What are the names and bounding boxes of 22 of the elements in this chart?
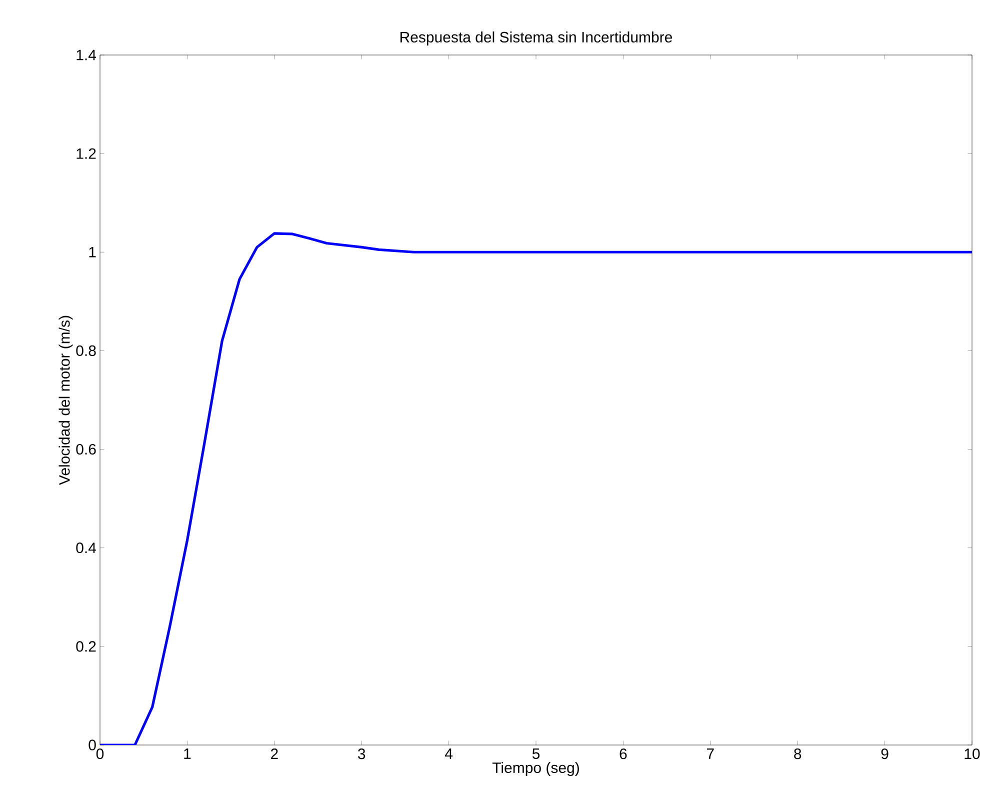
y-tick-label: 0.2: [76, 641, 96, 652]
y-tick-label: 1.4: [76, 50, 96, 60]
x-axis-title: Tiempo (seg): [492, 762, 579, 776]
y-tick-label: 0.6: [76, 444, 96, 455]
y-tick-label: 0.8: [76, 345, 96, 356]
x-tick-label: 0: [96, 748, 104, 760]
y-tick-label: 1: [89, 246, 96, 258]
y-tick-label: 0.4: [76, 542, 96, 554]
x-tick-label: 1: [184, 748, 191, 759]
x-tick-label: 8: [794, 748, 802, 760]
x-tick-label: 7: [707, 748, 714, 759]
x-tick-label: 2: [270, 748, 278, 760]
x-tick-label: 10: [964, 748, 980, 760]
x-tick-label: 3: [358, 748, 366, 760]
x-tick-label: 6: [620, 748, 627, 760]
x-tick-label: 5: [532, 748, 540, 759]
x-tick-label: 9: [881, 748, 888, 760]
y-tick-label: 1.2: [76, 148, 96, 159]
x-tick-label: 4: [444, 748, 453, 759]
y-axis-title: Velocidad del motor (m/s): [58, 316, 73, 485]
y-tick-label: 0: [88, 740, 96, 750]
chart-title: Respuesta del Sistema sin Incertidumbre: [400, 31, 672, 46]
